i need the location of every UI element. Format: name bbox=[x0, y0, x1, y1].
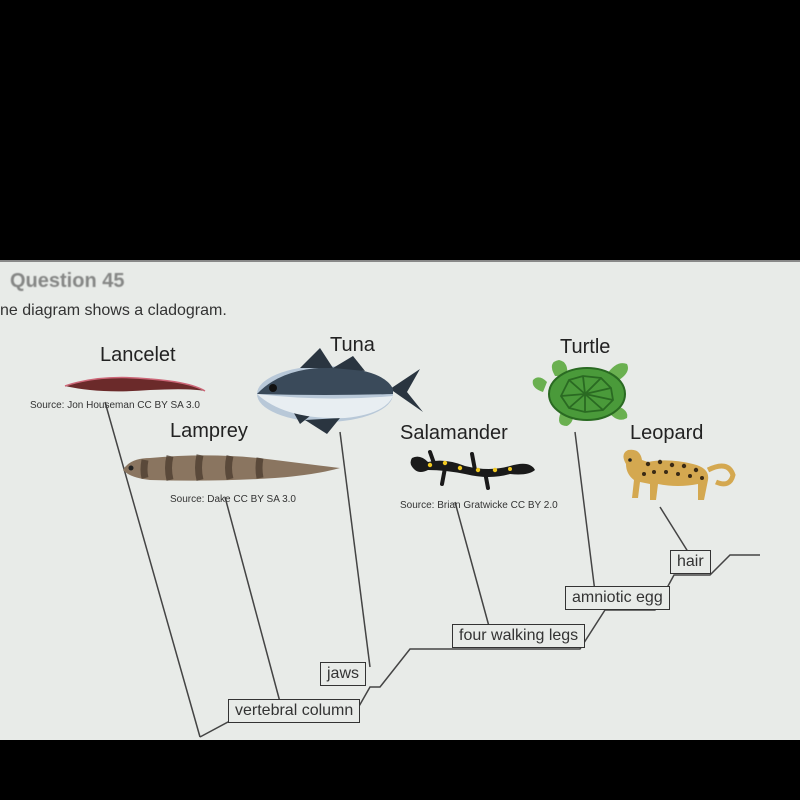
trait-jaws: jaws bbox=[320, 662, 366, 686]
trait-four-walking-legs: four walking legs bbox=[452, 624, 585, 648]
source-lancelet: Source: Jon Houseman CC BY SA 3.0 bbox=[30, 400, 200, 411]
question-number: Question 45 bbox=[10, 270, 124, 293]
cladogram-diagram: Lancelet Source: Jon Houseman CC BY SA 3… bbox=[0, 322, 800, 742]
lamprey-icon bbox=[115, 440, 345, 495]
question-subtitle: ne diagram shows a cladogram. bbox=[0, 302, 227, 320]
trait-hair: hair bbox=[670, 550, 711, 574]
tuna-icon bbox=[245, 344, 425, 439]
lancelet-icon bbox=[60, 364, 210, 399]
leopard-icon bbox=[608, 440, 738, 510]
source-salamander: Source: Brian Gratwicke CC BY 2.0 bbox=[400, 500, 558, 511]
source-lamprey: Source: Dake CC BY SA 3.0 bbox=[170, 494, 296, 505]
trait-amniotic-egg: amniotic egg bbox=[565, 586, 670, 610]
salamander-icon bbox=[400, 440, 540, 500]
trait-vertebral-column: vertebral column bbox=[228, 699, 360, 723]
turtle-icon bbox=[525, 352, 645, 432]
